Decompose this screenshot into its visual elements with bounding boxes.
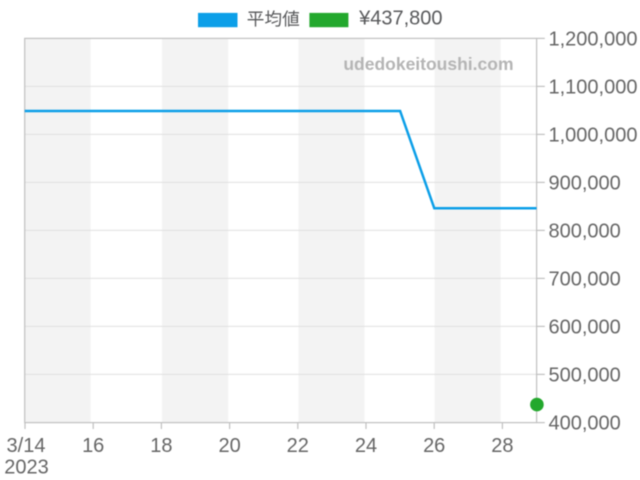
svg-text:3/14: 3/14 [7, 435, 46, 457]
svg-text:28: 28 [491, 435, 513, 457]
svg-text:1,000,000: 1,000,000 [549, 124, 638, 146]
svg-text:600,000: 600,000 [549, 316, 621, 338]
svg-text:¥437,800: ¥437,800 [358, 8, 442, 30]
svg-text:700,000: 700,000 [549, 268, 621, 290]
svg-text:500,000: 500,000 [549, 364, 621, 386]
svg-text:18: 18 [150, 435, 172, 457]
svg-text:400,000: 400,000 [549, 412, 621, 434]
svg-text:22: 22 [287, 435, 309, 457]
svg-text:900,000: 900,000 [549, 172, 621, 194]
svg-text:800,000: 800,000 [549, 220, 621, 242]
svg-text:2023: 2023 [4, 457, 49, 479]
svg-text:udedokeitoushi.com: udedokeitoushi.com [343, 54, 513, 74]
svg-text:20: 20 [218, 435, 240, 457]
svg-text:24: 24 [355, 435, 377, 457]
svg-text:1,200,000: 1,200,000 [549, 28, 638, 50]
svg-text:16: 16 [82, 435, 104, 457]
svg-text:26: 26 [423, 435, 445, 457]
svg-text:1,100,000: 1,100,000 [549, 76, 638, 98]
